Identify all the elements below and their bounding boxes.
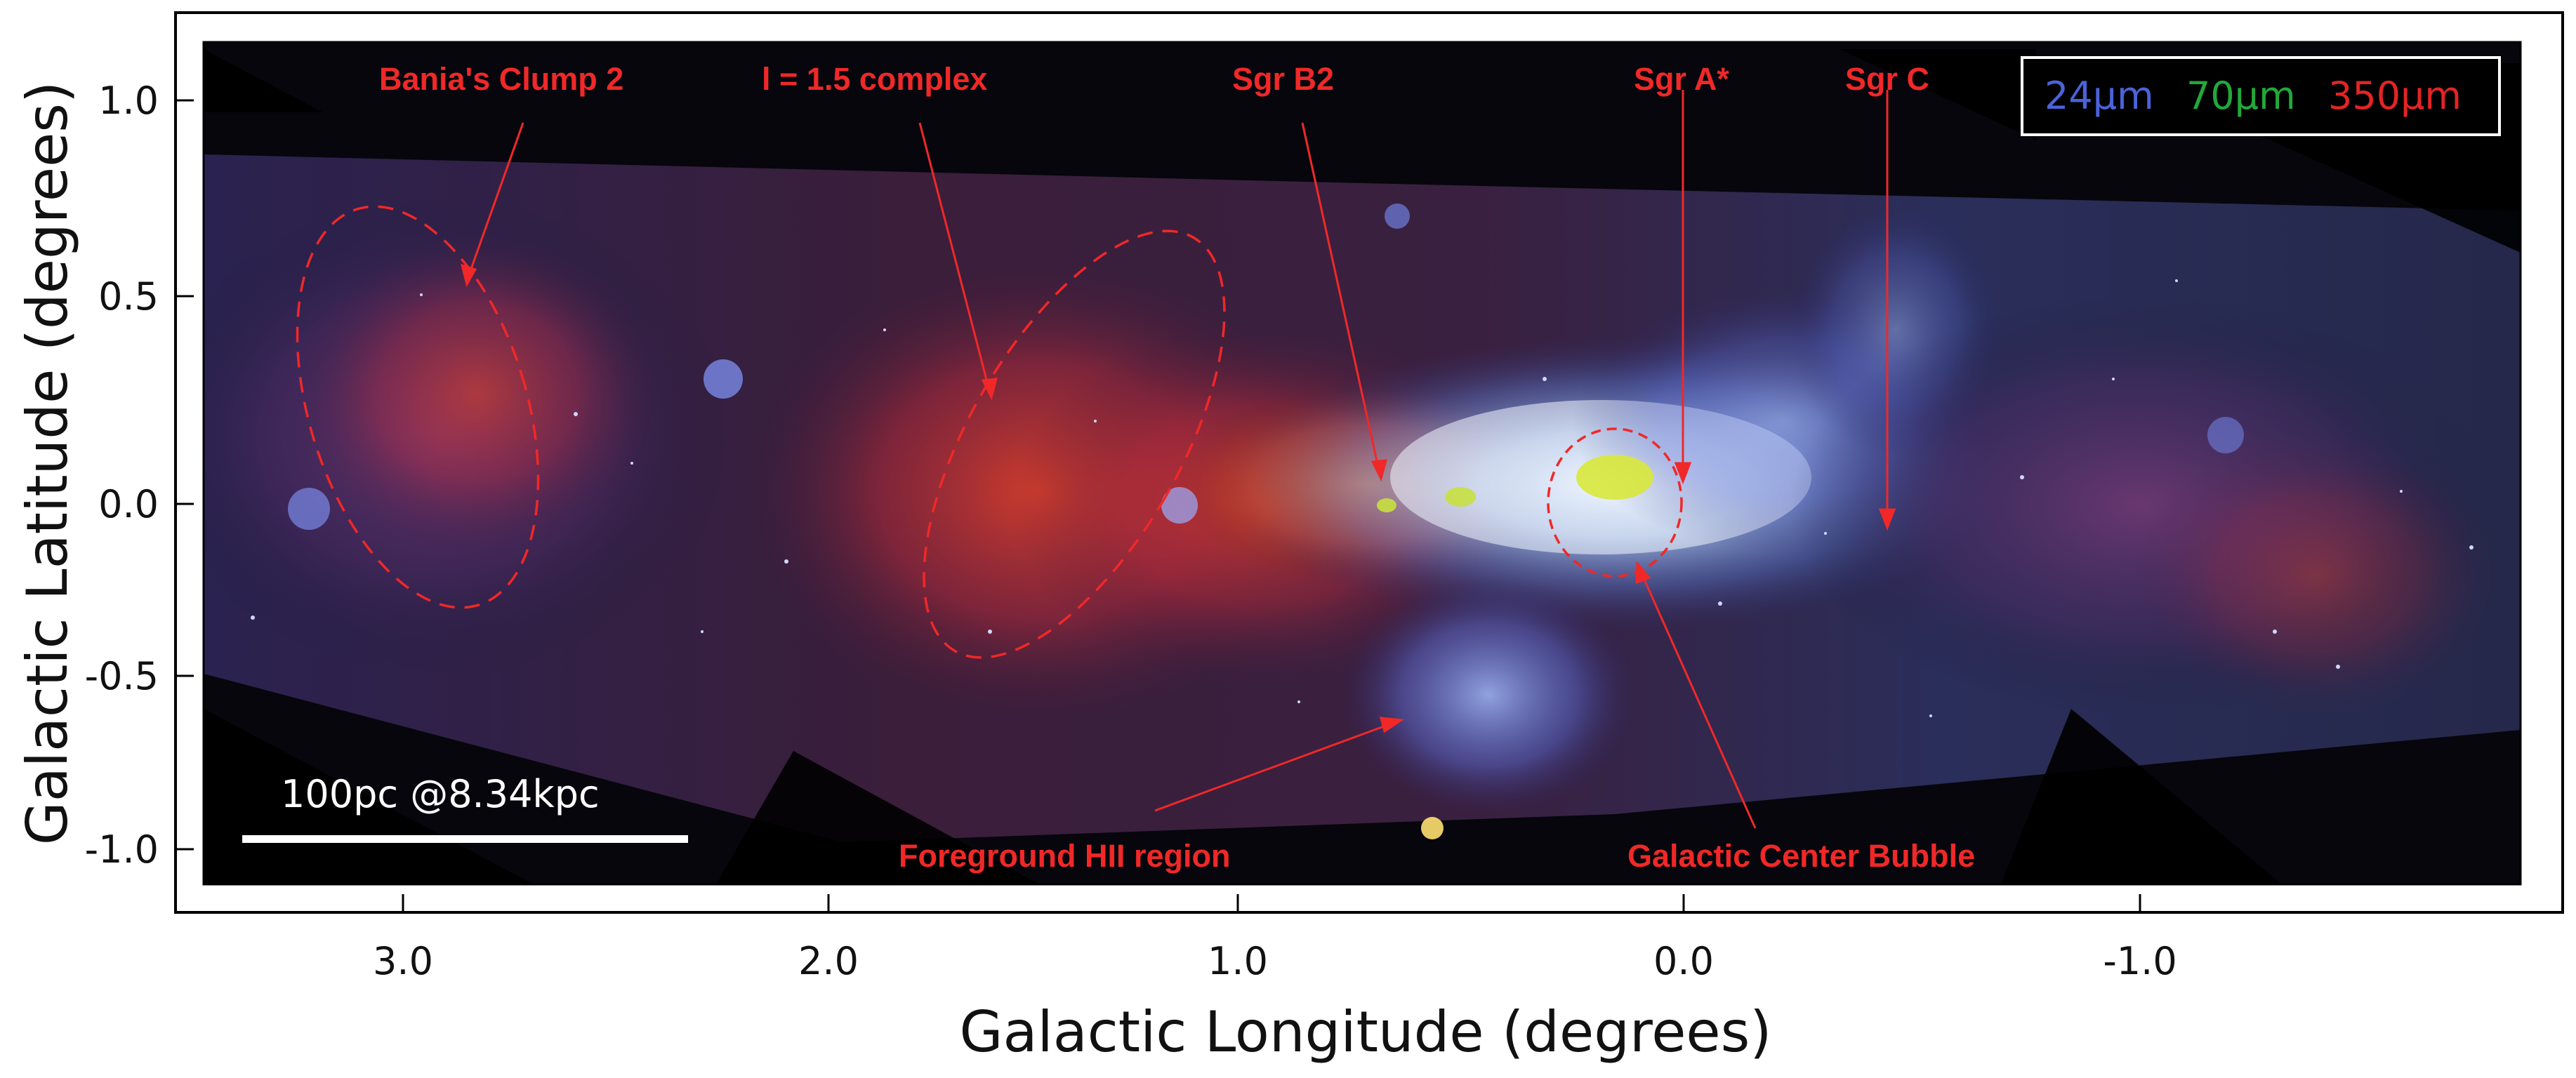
y-axis-title: Galactic Latitude (degrees) — [15, 81, 80, 845]
x-tick-label: 2.0 — [798, 939, 859, 983]
legend-box — [2021, 56, 2501, 136]
label-sgr-b2: Sgr B2 — [1232, 61, 1334, 97]
label-bania-clump: Bania's Clump 2 — [379, 61, 623, 97]
legend-350um: 350μm — [2328, 74, 2462, 118]
label-foreground-hii: Foreground HII region — [899, 838, 1230, 874]
y-tick-label: -0.5 — [85, 654, 159, 698]
image-border — [202, 41, 2522, 886]
l15-complex-ellipse — [923, 229, 1226, 659]
x-ticks — [402, 894, 2141, 912]
x-tick-label: 3.0 — [373, 939, 433, 983]
x-tick-label: -1.0 — [2103, 939, 2177, 983]
x-tick-label: 1.0 — [1208, 939, 1268, 983]
y-tick-label: 1.0 — [98, 79, 159, 123]
x-tick-label: 0.0 — [1653, 939, 1714, 983]
legend-70um: 70μm — [2186, 74, 2296, 118]
bania-clump-ellipse — [296, 205, 540, 609]
y-tick-label: 0.5 — [98, 274, 159, 319]
legend-24um: 24μm — [2045, 74, 2154, 118]
gc-bubble-ellipse — [1547, 427, 1683, 578]
y-tick-label: 0.0 — [98, 482, 159, 526]
label-gc-bubble: Galactic Center Bubble — [1627, 838, 1975, 874]
label-l15-complex: l = 1.5 complex — [762, 61, 987, 97]
scalebar — [242, 835, 688, 843]
y-tick-label: -1.0 — [85, 827, 159, 872]
figure-frame — [174, 11, 2564, 914]
annotation-arrows — [460, 90, 1896, 829]
sky-image — [204, 42, 2521, 884]
x-axis-title: Galactic Longitude (degrees) — [959, 999, 1771, 1065]
label-sgr-a-star: Sgr A* — [1634, 61, 1729, 97]
label-sgr-c: Sgr C — [1845, 61, 1929, 97]
y-ticks — [176, 99, 194, 851]
scalebar-label: 100pc @8.34kpc — [281, 772, 600, 816]
